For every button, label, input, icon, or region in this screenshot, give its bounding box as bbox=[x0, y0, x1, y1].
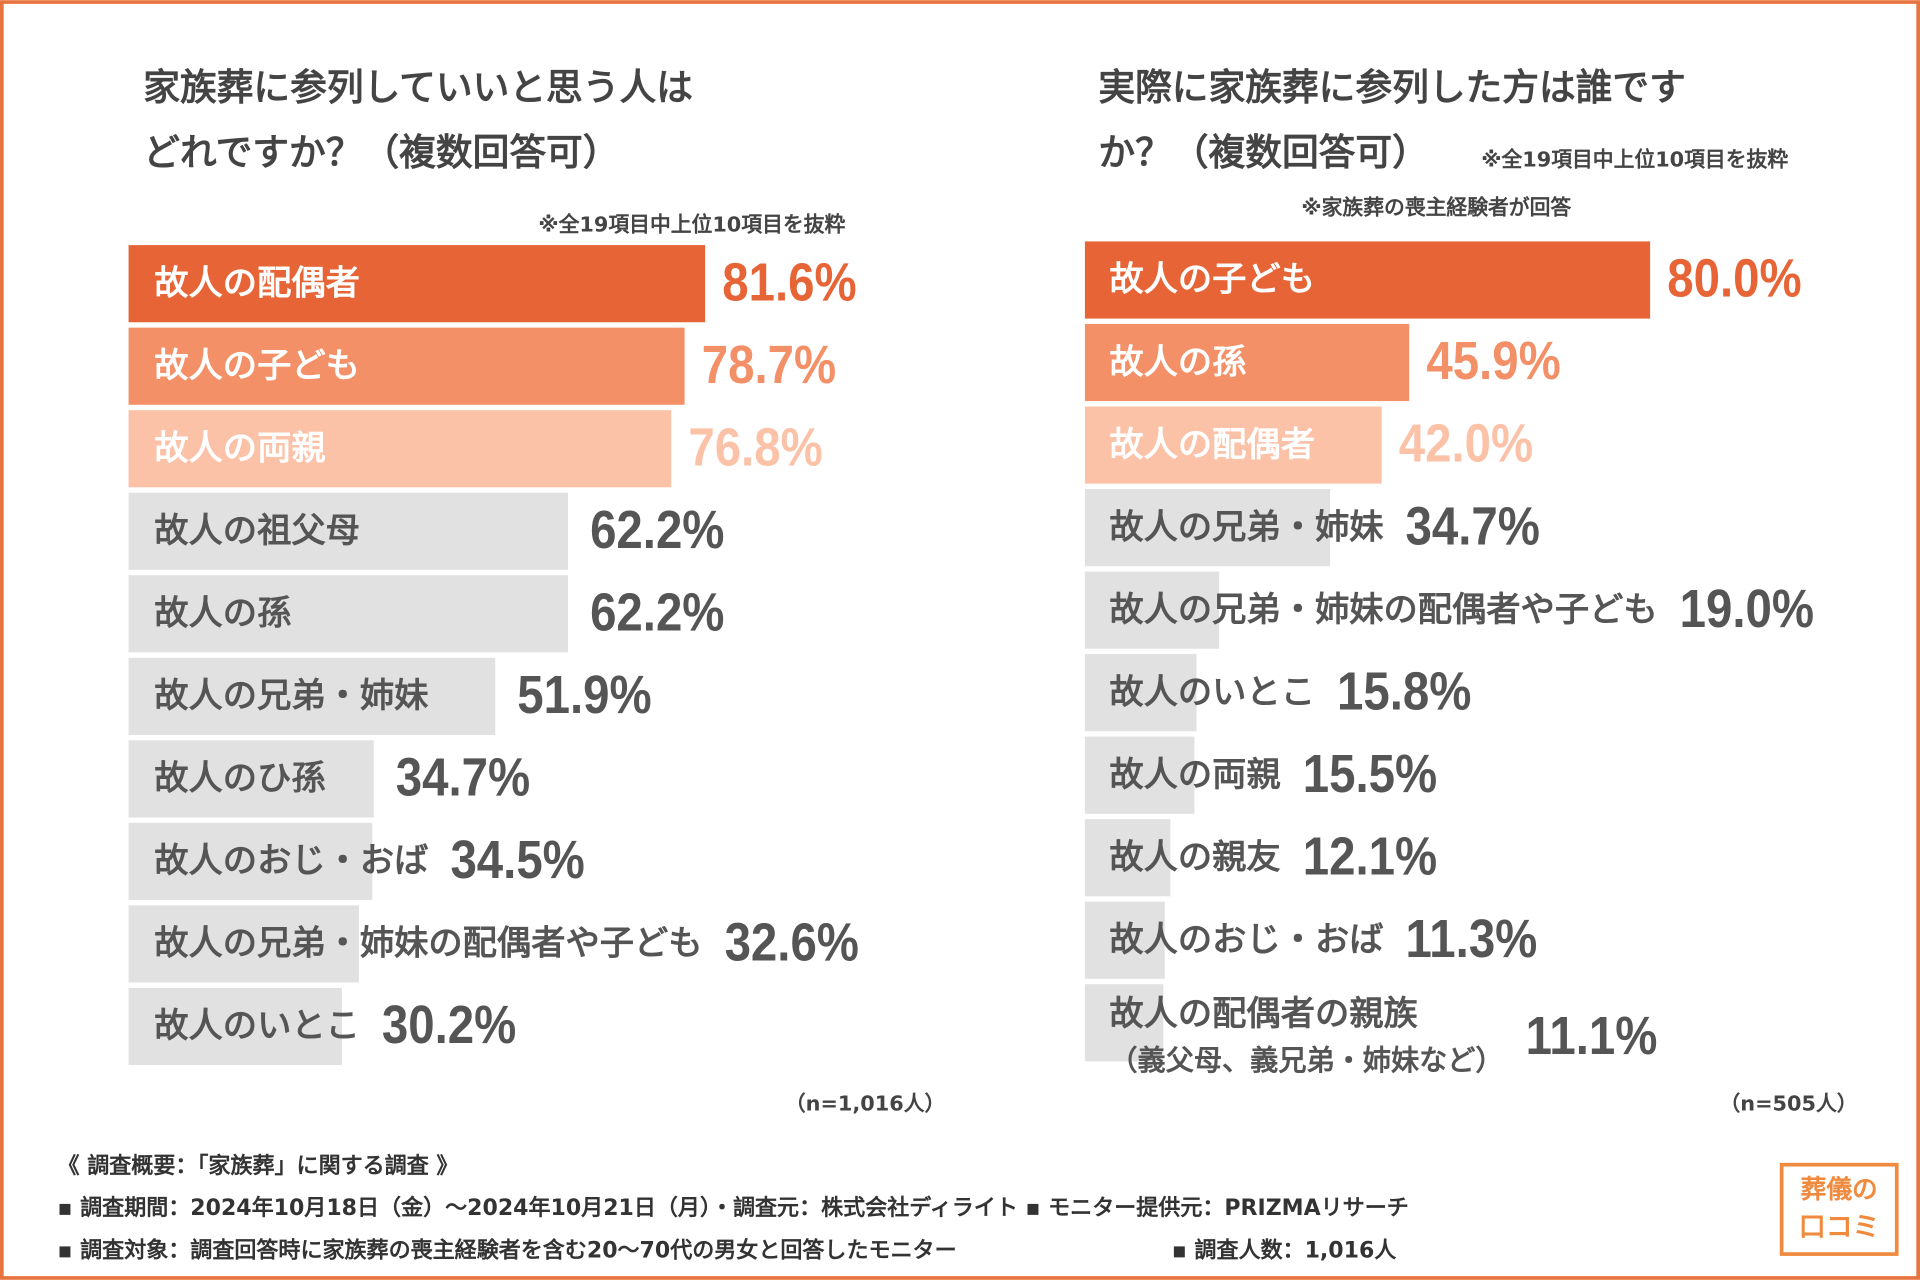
category-label: 故人の孫 bbox=[1109, 342, 1246, 382]
value-label: 19.0% bbox=[1680, 579, 1814, 639]
chart-note: ※家族葬の喪主経験者が回答 bbox=[1301, 195, 1571, 219]
logo-text: 葬儀の bbox=[1801, 1175, 1878, 1205]
footer-line: ▪ 調査対象：調査回答時に家族葬の喪主経験者を含む20～70代の男女と回答したモ… bbox=[58, 1238, 957, 1264]
logo: 葬儀の 口コミ bbox=[1779, 1162, 1899, 1256]
bar bbox=[1084, 901, 1165, 979]
category-label: 故人のおじ・おば bbox=[1109, 920, 1383, 960]
bar bbox=[128, 740, 374, 818]
value-label: 15.5% bbox=[1303, 744, 1437, 804]
bar bbox=[128, 492, 569, 570]
category-annotation: （義父母、義兄弟・姉妹など） bbox=[1109, 1044, 1503, 1077]
bar bbox=[1084, 654, 1197, 732]
chart-note: ※全19項目中上位10項目を抜粋 bbox=[538, 213, 845, 237]
bar bbox=[128, 657, 496, 735]
value-label: 34.7% bbox=[396, 748, 530, 808]
bar bbox=[1084, 406, 1382, 484]
category-label: 故人の配偶者 bbox=[1109, 425, 1315, 465]
value-label: 80.0% bbox=[1667, 249, 1801, 309]
value-label: 78.7% bbox=[702, 335, 836, 395]
chart-title: どれですか？（複数回答可） bbox=[143, 131, 619, 174]
bar bbox=[1084, 736, 1195, 814]
category-label: 故人のいとこ bbox=[1109, 672, 1315, 712]
bar bbox=[128, 410, 672, 488]
logo-text: 口コミ bbox=[1799, 1212, 1880, 1243]
value-label: 34.7% bbox=[1406, 496, 1540, 556]
value-label: 11.1% bbox=[1526, 1006, 1658, 1066]
footer: 《 調査概要：「家族葬」に関する調査 》 ▪ 調査期間：2024年10月18日（… bbox=[58, 1153, 1409, 1263]
value-label: 30.2% bbox=[382, 995, 516, 1055]
value-label: 45.9% bbox=[1426, 331, 1560, 391]
value-label: 12.1% bbox=[1303, 826, 1437, 886]
bar bbox=[128, 245, 706, 323]
category-label: 故人の孫 bbox=[154, 594, 291, 634]
category-label: 故人の兄弟・姉妹の配偶者や子ども bbox=[154, 924, 702, 964]
chart-note: ※全19項目中上位10項目を抜粋 bbox=[1481, 148, 1788, 172]
footer-line: ▪ 調査人数：1,016人 bbox=[1172, 1238, 1397, 1264]
value-label: 62.2% bbox=[590, 582, 724, 642]
logo-box bbox=[1779, 1162, 1899, 1256]
category-label: 故人の子ども bbox=[154, 346, 360, 386]
value-label: 51.9% bbox=[517, 665, 651, 725]
value-label: 11.3% bbox=[1406, 909, 1538, 969]
category-label: 故人の両親 bbox=[1109, 755, 1280, 795]
category-label: 故人の配偶者 bbox=[154, 263, 360, 303]
chart-title: 実際に家族葬に参列した方は誰です bbox=[1098, 66, 1686, 109]
value-label: 32.6% bbox=[725, 913, 859, 973]
bar bbox=[1084, 323, 1410, 402]
bar bbox=[128, 987, 342, 1066]
value-label: 76.8% bbox=[688, 417, 822, 477]
category-label: 故人の両親 bbox=[154, 428, 325, 468]
sample-size: （n=505人） bbox=[1720, 1092, 1858, 1116]
footer-heading: 《 調査概要：「家族葬」に関する調査 》 bbox=[58, 1153, 459, 1179]
category-label: 故人のいとこ bbox=[154, 1006, 360, 1046]
chart-title: か？（複数回答可） bbox=[1098, 131, 1428, 174]
bar bbox=[1084, 571, 1220, 649]
category-label: 故人のひ孫 bbox=[154, 759, 325, 799]
value-label: 62.2% bbox=[590, 500, 724, 560]
bar bbox=[1084, 819, 1171, 897]
chart-title: 家族葬に参列していいと思う人は bbox=[143, 66, 693, 109]
category-label: 故人の兄弟・姉妹 bbox=[154, 676, 429, 716]
category-label: 故人の親友 bbox=[1109, 837, 1281, 877]
category-label: 故人の兄弟・姉妹 bbox=[1109, 507, 1384, 547]
bar bbox=[128, 575, 569, 653]
category-label: 故人の兄弟・姉妹の配偶者や子ども bbox=[1109, 590, 1657, 630]
value-label: 34.5% bbox=[450, 830, 584, 890]
bar bbox=[128, 327, 685, 405]
category-label: 故人の子ども bbox=[1109, 260, 1315, 300]
value-label: 81.6% bbox=[722, 252, 856, 312]
bar bbox=[1084, 984, 1164, 1062]
value-label: 15.8% bbox=[1337, 661, 1471, 721]
value-label: 42.0% bbox=[1399, 414, 1533, 474]
bar bbox=[128, 905, 359, 983]
bar bbox=[1084, 489, 1331, 567]
category-label: 故人のおじ・おば bbox=[154, 841, 428, 881]
bar bbox=[128, 822, 373, 900]
category-label: 故人の祖父母 bbox=[154, 511, 360, 551]
bar bbox=[1084, 241, 1651, 319]
sample-size: （n=1,016人） bbox=[785, 1092, 945, 1116]
category-label: 故人の配偶者の親族 bbox=[1109, 994, 1418, 1034]
footer-line: ▪ 調査期間：2024年10月18日（金）～2024年10月21日（月）・調査元… bbox=[58, 1195, 1409, 1221]
